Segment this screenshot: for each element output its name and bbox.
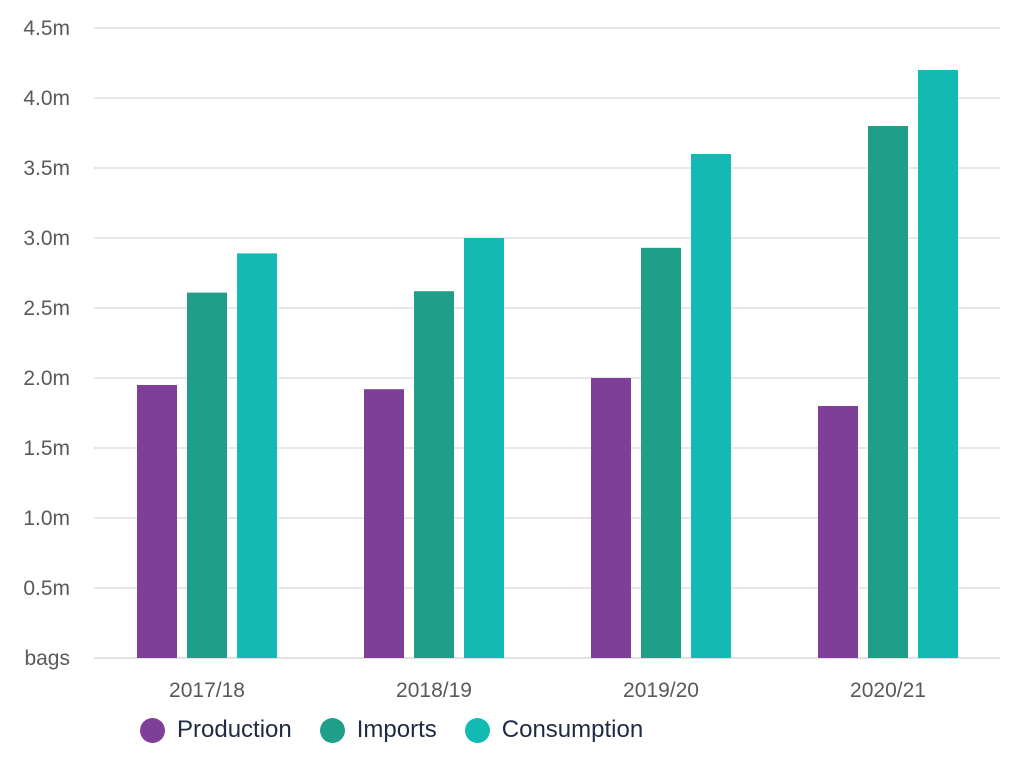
legend-label-consumption: Consumption: [501, 716, 644, 743]
bar-production-2018-19: [364, 389, 404, 658]
chart-legend: Production Imports Consumption: [140, 716, 671, 744]
legend-item-consumption: Consumption: [464, 716, 644, 744]
bar-consumption-2019-20: [691, 154, 731, 658]
bar-production-2020-21: [818, 406, 858, 658]
y-tick-label: 0.5m: [23, 577, 70, 600]
bar-imports-2019-20: [641, 247, 681, 659]
y-tick-label: 2.5m: [23, 297, 70, 320]
legend-swatch-consumption: [464, 717, 490, 743]
x-tick-label: 2018/19: [396, 679, 472, 702]
bar-production-2019-20: [591, 378, 631, 658]
bar-consumption-2020-21: [918, 70, 958, 658]
y-tick-label: 4.5m: [23, 17, 70, 40]
bar-consumption-2017-18: [237, 253, 277, 658]
legend-swatch-production: [140, 717, 165, 743]
bar-series: [137, 70, 958, 659]
legend-label-production: Production: [177, 716, 292, 743]
y-tick-label: 1.0m: [23, 507, 70, 530]
bar-imports-2017-18: [187, 292, 227, 658]
x-tick-label: 2020/21: [850, 679, 926, 702]
legend-item-imports: Imports: [319, 716, 437, 744]
y-tick-label: bags: [24, 647, 70, 670]
y-tick-label: 4.0m: [23, 87, 70, 110]
y-tick-label: 2.0m: [23, 367, 70, 390]
gridlines: [94, 27, 1000, 659]
bar-imports-2018-19: [414, 291, 454, 658]
y-tick-label: 1.5m: [23, 437, 70, 460]
y-tick-label: 3.0m: [23, 227, 70, 250]
bar-consumption-2018-19: [464, 238, 504, 658]
x-tick-label: 2017/18: [169, 679, 245, 702]
x-tick-label: 2019/20: [623, 679, 699, 702]
legend-label-imports: Imports: [356, 716, 437, 743]
y-tick-label: 3.5m: [23, 157, 70, 180]
y-axis-tick-labels: bags 0.5m 1.0m 1.5m 2.0m 2.5m 3.0m 3.5m 4.0m 4.5m: [23, 17, 70, 670]
bar-imports-2020-21: [868, 126, 908, 658]
bar-production-2017-18: [137, 385, 177, 658]
legend-item-production: Production: [140, 716, 292, 744]
legend-swatch-imports: [319, 717, 345, 743]
x-axis-tick-labels: 2017/18 2018/19 2019/20 2020/21: [169, 679, 926, 702]
